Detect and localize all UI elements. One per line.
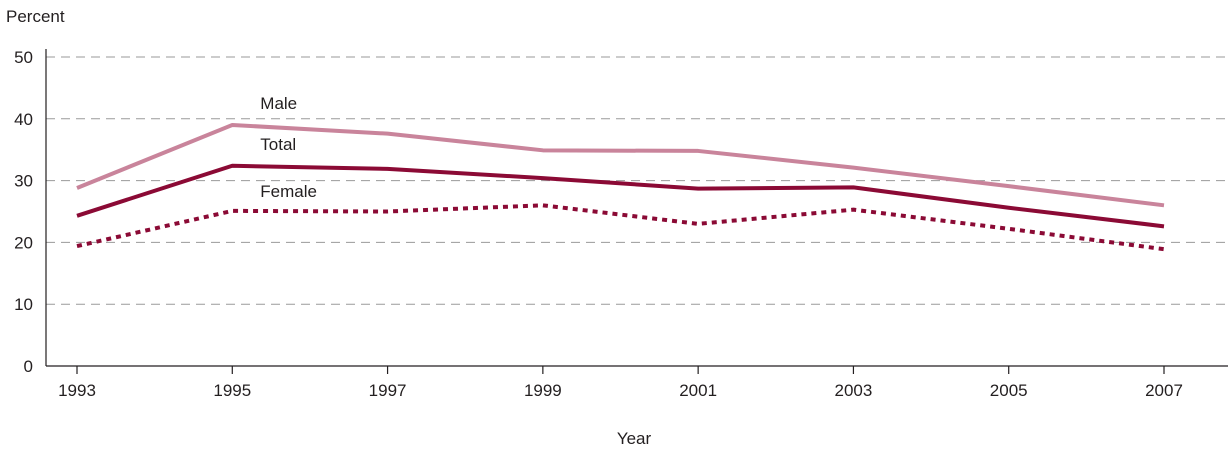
x-tick-label: 2001: [679, 381, 717, 400]
x-tick-label: 2005: [990, 381, 1028, 400]
series-line-total: [76, 163, 1165, 229]
y-tick-label: 30: [14, 172, 33, 191]
axes: [45, 49, 1228, 374]
y-tick-label: 50: [14, 48, 33, 67]
series-label-female: Female: [260, 182, 317, 201]
gridlines: [46, 56, 1228, 305]
x-tick-label: 1997: [369, 381, 407, 400]
x-tick-label: 1999: [524, 381, 562, 400]
series-labels: Male Total Female: [260, 94, 317, 201]
y-tick-label: 10: [14, 295, 33, 314]
series-lines: [76, 122, 1165, 252]
x-tick-label: 2007: [1145, 381, 1183, 400]
y-axis-label: Percent: [6, 7, 65, 26]
x-axis-label: Year: [617, 429, 652, 448]
series-line-female: [76, 203, 1165, 252]
x-tick-label: 2003: [835, 381, 873, 400]
x-tick-label: 1995: [213, 381, 251, 400]
series-label-male: Male: [260, 94, 297, 113]
y-tick-labels: 0 10 20 30 40 50: [14, 48, 33, 376]
series-label-total: Total: [260, 135, 296, 154]
x-tick-label: 1993: [58, 381, 96, 400]
x-tick-labels: 1993 1995 1997 1999 2001 2003 2005 2007: [58, 381, 1183, 400]
y-tick-label: 0: [24, 357, 33, 376]
series-line-male: [76, 122, 1165, 208]
y-tick-label: 20: [14, 233, 33, 252]
y-tick-label: 40: [14, 110, 33, 129]
